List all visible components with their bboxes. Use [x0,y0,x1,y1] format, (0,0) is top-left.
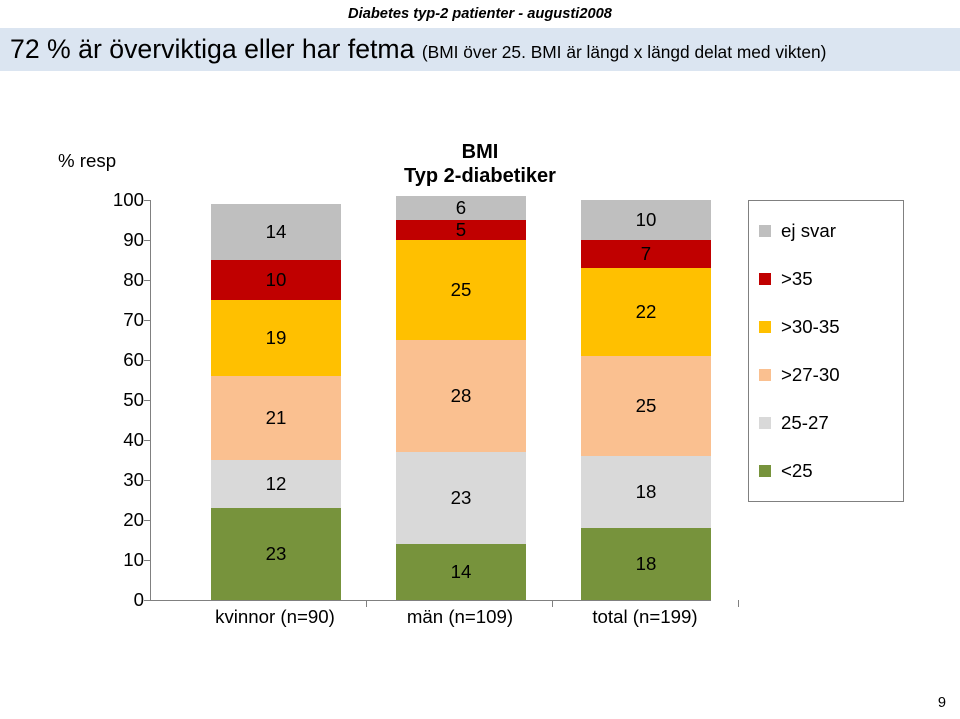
legend-label: >35 [781,268,813,290]
bar-value-label: 23 [266,543,287,565]
y-tick-label: 80 [110,269,144,291]
bar-value-label: 5 [456,219,466,241]
legend-label: 25-27 [781,412,829,434]
bar-segment: 10 [211,260,341,300]
y-tick-mark [144,520,150,521]
y-tick-label: 50 [110,389,144,411]
legend-label: <25 [781,460,813,482]
y-tick-mark [144,240,150,241]
title-main: 72 % är överviktiga eller har fetma [10,34,422,64]
bar-segment: 23 [396,452,526,544]
title-bar: 72 % är överviktiga eller har fetma (BMI… [0,28,960,71]
chart-title: BMI Typ 2-diabetiker [350,140,610,188]
bar-segment: 25 [396,240,526,340]
bar-segment: 10 [581,200,711,240]
bar-segment: 22 [581,268,711,356]
x-category-label: kvinnor (n=90) [190,606,360,628]
y-tick-mark [144,440,150,441]
bar-value-label: 14 [451,561,472,583]
y-axis-label: % resp [58,150,116,172]
y-tick-label: 0 [110,589,144,611]
bar-segment: 25 [581,356,711,456]
y-tick-mark [144,560,150,561]
bar-value-label: 10 [636,209,657,231]
bar-segment: 5 [396,220,526,240]
y-tick-label: 30 [110,469,144,491]
bar-value-label: 28 [451,385,472,407]
legend-swatch [759,273,771,285]
legend-item: ej svar [759,207,893,255]
y-tick-mark [144,600,150,601]
y-tick-label: 60 [110,349,144,371]
bar-value-label: 6 [456,197,466,219]
y-tick-label: 70 [110,309,144,331]
x-category-label: män (n=109) [375,606,545,628]
y-tick-mark [144,320,150,321]
bar-segment: 28 [396,340,526,452]
legend-label: >30-35 [781,316,840,338]
legend-swatch [759,369,771,381]
bar-value-label: 25 [451,279,472,301]
bar-segment: 19 [211,300,341,376]
y-tick-mark [144,200,150,201]
doc-header: Diabetes typ-2 patienter - augusti2008 [0,6,960,22]
page-number: 9 [938,695,946,711]
y-tick-mark [144,400,150,401]
page-root: Diabetes typ-2 patienter - augusti2008 7… [0,0,960,719]
y-tick-mark [144,480,150,481]
legend-swatch [759,225,771,237]
legend: ej svar >35 >30-35 >27-30 25-27 <25 [748,200,904,502]
bar-value-label: 23 [451,487,472,509]
y-tick-mark [144,360,150,361]
legend-label: ej svar [781,220,836,242]
bar-segment: 14 [396,544,526,600]
bar-value-label: 22 [636,301,657,323]
bar-segment: 18 [581,456,711,528]
bar-value-label: 14 [266,221,287,243]
legend-item: >35 [759,255,893,303]
bar-value-label: 7 [641,243,651,265]
bar-segment: 7 [581,240,711,268]
x-tick-mark [366,600,367,607]
legend-item: >30-35 [759,303,893,351]
chart-title-line1: BMI [350,140,610,164]
legend-swatch [759,465,771,477]
legend-item: 25-27 [759,399,893,447]
legend-item: <25 [759,447,893,495]
chart-title-line2: Typ 2-diabetiker [350,164,610,188]
legend-swatch [759,321,771,333]
y-tick-label: 100 [110,189,144,211]
bar-segment: 21 [211,376,341,460]
bar-value-label: 10 [266,269,287,291]
x-tick-mark [738,600,739,607]
bar-value-label: 12 [266,473,287,495]
bar-value-label: 21 [266,407,287,429]
y-tick-label: 20 [110,509,144,531]
bar-value-label: 25 [636,395,657,417]
bar-segment: 12 [211,460,341,508]
legend-item: >27-30 [759,351,893,399]
bar-value-label: 19 [266,327,287,349]
bar-segment: 18 [581,528,711,600]
bmi-stacked-bar-chart: 23 12 21 19 10 14 14 23 28 25 56 18 18 25 22 7 10 0 10 20 3… [110,200,720,610]
y-tick-mark [144,280,150,281]
bar-value-label: 18 [636,553,657,575]
plot-area: 23 12 21 19 10 14 14 23 28 25 56 18 18 25 22 7 10 [150,200,711,601]
x-category-label: total (n=199) [560,606,730,628]
y-tick-label: 40 [110,429,144,451]
x-tick-mark [552,600,553,607]
legend-label: >27-30 [781,364,840,386]
y-tick-label: 90 [110,229,144,251]
legend-swatch [759,417,771,429]
bar-segment: 23 [211,508,341,600]
bar-value-label: 18 [636,481,657,503]
bar-segment: 6 [396,196,526,220]
y-tick-label: 10 [110,549,144,571]
title-subtitle: (BMI över 25. BMI är längd x längd delat… [422,42,827,62]
bar-segment: 14 [211,204,341,260]
